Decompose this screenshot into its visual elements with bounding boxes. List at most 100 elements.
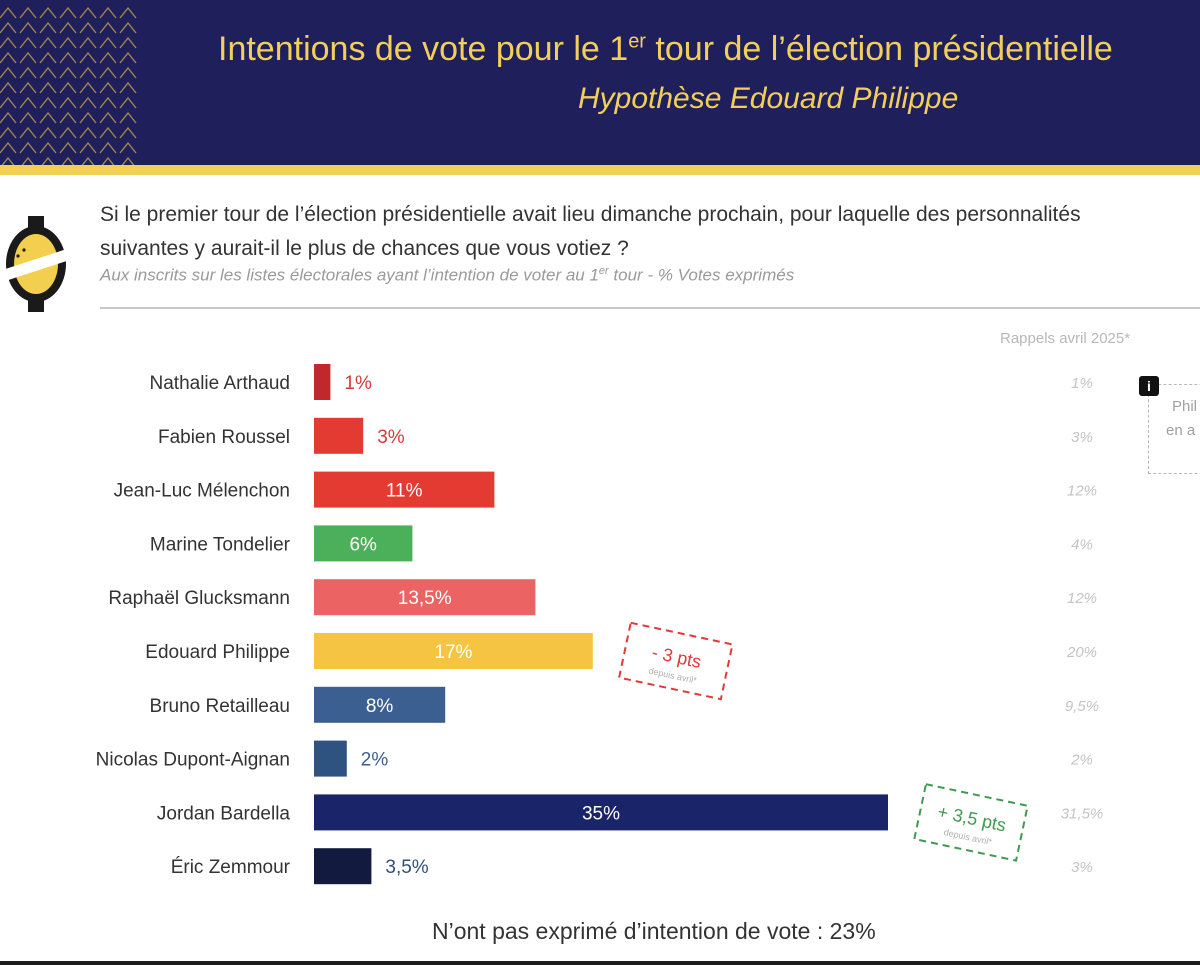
pattern-chevron: [79, 36, 97, 49]
bar: [314, 633, 593, 669]
pattern-chevron: [99, 126, 117, 139]
pattern-chevron: [0, 141, 17, 154]
side-note-line-2: en a: [1166, 422, 1196, 439]
pattern-chevron: [19, 96, 37, 109]
side-note-line-1: Phil: [1172, 398, 1198, 415]
chart-title: Intentions de vote pour le 1er tour de l…: [218, 30, 1200, 69]
pattern-chevron: [19, 81, 37, 94]
pattern-chevron: [0, 6, 17, 19]
category-label: Éric Zemmour: [171, 857, 291, 878]
bar: [314, 579, 536, 616]
category-label: Nathalie Arthaud: [150, 373, 291, 394]
pattern-chevron: [39, 96, 57, 109]
value-label: 13,5%: [398, 588, 452, 609]
pattern-chevron: [99, 36, 117, 49]
category-label: Edouard Philippe: [145, 642, 290, 663]
pattern-chevron: [39, 141, 57, 154]
pattern-chevron: [121, 156, 135, 165]
previous-value-label: 2%: [1070, 752, 1093, 769]
pattern-chevron: [59, 6, 77, 19]
pattern-chevron: [119, 6, 137, 19]
pattern-chevron: [119, 66, 137, 79]
side-note-box: [1148, 384, 1200, 474]
previous-wave-title: Rappels avril 2025*: [1000, 330, 1131, 347]
pattern-chevron: [39, 21, 57, 34]
pattern-chevron: [79, 66, 97, 79]
pattern-chevron: [39, 6, 57, 19]
category-label: Raphaël Glucksmann: [108, 588, 290, 609]
header-banner: Intentions de vote pour le 1er tour de l…: [0, 0, 1200, 165]
pattern-chevron: [0, 126, 17, 139]
pattern-chevron: [119, 96, 137, 109]
bar: [314, 794, 888, 831]
pattern-chevron: [99, 66, 117, 79]
previous-value-label: 20%: [1066, 644, 1097, 661]
pattern-chevron: [59, 96, 77, 109]
pattern-chevron: [59, 81, 77, 94]
pattern-chevron: [99, 81, 117, 94]
pattern-chevron: [59, 126, 77, 139]
category-label: Jordan Bardella: [157, 803, 291, 824]
base-text: Aux inscrits sur les listes électorales …: [100, 265, 599, 285]
pattern-chevron: [0, 36, 17, 49]
pattern-chevron: [0, 81, 17, 94]
pattern-chevron: [119, 111, 137, 124]
pattern-chevron: [19, 51, 37, 64]
value-label: 11%: [386, 481, 423, 502]
pattern-chevron: [79, 51, 97, 64]
value-label: 35%: [582, 803, 620, 824]
title-rest: tour de l’élection présidentielle: [645, 30, 1113, 68]
pattern-chevron: [79, 111, 97, 124]
pattern-chevron: [19, 111, 37, 124]
pattern-chevron: [81, 156, 95, 165]
pattern-chevron: [79, 141, 97, 154]
gold-pattern-decoration: [0, 6, 137, 165]
pollster-logo-icon: [0, 216, 72, 312]
value-label: 3,5%: [385, 857, 428, 878]
previous-value-label: 3%: [1071, 859, 1093, 876]
base-text-end: tour - % Votes exprimés: [608, 265, 795, 285]
question-line-1: Si le premier tour de l’élection préside…: [100, 203, 1081, 226]
pattern-chevron: [79, 81, 97, 94]
previous-value-label: 31,5%: [1061, 805, 1104, 822]
pattern-chevron: [19, 141, 37, 154]
pattern-chevron: [0, 51, 17, 64]
category-label: Fabien Roussel: [158, 427, 290, 448]
pattern-chevron: [19, 21, 37, 34]
chart-subtitle: Hypothèse Edouard Philippe: [578, 82, 959, 115]
pattern-chevron: [119, 141, 137, 154]
category-label: Bruno Retailleau: [150, 696, 290, 717]
divider: [100, 307, 1200, 309]
pattern-chevron: [59, 66, 77, 79]
base-superscript: er: [598, 265, 609, 277]
pattern-chevron: [119, 51, 137, 64]
pattern-chevron: [39, 126, 57, 139]
question-line-2: suivantes y aurait-il le plus de chances…: [100, 237, 629, 260]
value-label: 17%: [434, 642, 472, 663]
pattern-chevron: [0, 96, 17, 109]
pattern-chevron: [0, 66, 17, 79]
previous-value-label: 3%: [1071, 429, 1093, 446]
pattern-chevron: [119, 36, 137, 49]
pattern-chevron: [21, 156, 35, 165]
title-main: Intentions de vote pour le 1: [218, 30, 629, 68]
value-label: 1%: [344, 373, 372, 394]
bar: [314, 364, 331, 400]
title-superscript: er: [628, 30, 646, 53]
pattern-chevron: [99, 111, 117, 124]
previous-value-label: 4%: [1071, 536, 1093, 553]
value-label: 3%: [377, 427, 405, 448]
pattern-chevron: [59, 111, 77, 124]
pattern-chevron: [61, 156, 75, 165]
category-label: Jean-Luc Mélenchon: [114, 481, 290, 502]
previous-value-label: 12%: [1067, 590, 1097, 607]
pattern-chevron: [79, 96, 97, 109]
pattern-chevron: [39, 36, 57, 49]
bar: [314, 525, 413, 562]
pattern-chevron: [59, 51, 77, 64]
pattern-chevron: [19, 36, 37, 49]
pattern-chevron: [1, 156, 15, 165]
